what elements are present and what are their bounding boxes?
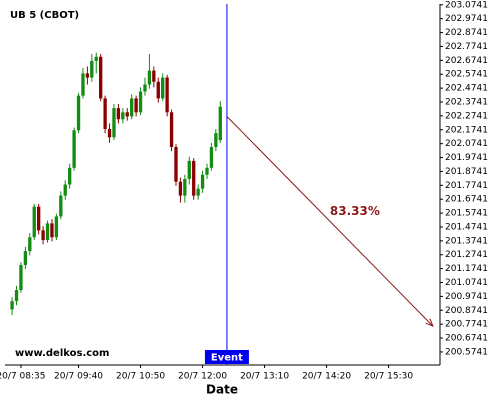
- candle-body: [72, 130, 76, 168]
- y-tick-label: 200.7741: [445, 320, 488, 330]
- candle-body: [45, 223, 50, 241]
- y-tick-label: 201.8741: [445, 167, 488, 177]
- candle-body: [130, 98, 134, 117]
- candle-body: [50, 223, 54, 238]
- y-tick-label: 202.8741: [445, 28, 488, 38]
- candle-body: [192, 160, 196, 196]
- candle-body: [76, 95, 81, 131]
- x-axis-label: Date: [206, 383, 238, 397]
- x-tick-label: 20/7 12:00: [178, 372, 227, 382]
- y-tick-label: 202.3741: [445, 98, 488, 108]
- y-tick-label: 202.0741: [445, 139, 488, 149]
- candle-body: [37, 206, 41, 231]
- chart-title: UB 5 (CBOT): [10, 10, 79, 21]
- y-tick-label: 202.2741: [445, 111, 488, 121]
- candle-body: [90, 60, 94, 78]
- candle-body: [187, 160, 191, 179]
- y-tick-label: 202.9741: [445, 14, 488, 24]
- watermark: www.delkos.com: [15, 348, 109, 359]
- candle-body: [107, 128, 112, 138]
- y-tick-label: 203.0741: [445, 0, 488, 10]
- y-tick-label: 200.6741: [445, 334, 488, 344]
- candle-body: [81, 73, 85, 96]
- candle-body: [63, 184, 67, 196]
- candle-body: [85, 73, 90, 78]
- y-tick-label: 201.1741: [445, 264, 488, 274]
- candle-body: [125, 112, 129, 117]
- candle-body: [178, 181, 183, 196]
- candle-body: [209, 147, 214, 168]
- y-tick-label: 200.9741: [445, 292, 488, 302]
- candle-body: [19, 265, 23, 291]
- y-tick-label: 201.7741: [445, 181, 488, 191]
- y-tick-label: 201.9741: [445, 153, 488, 163]
- candle-body: [147, 70, 152, 85]
- candle-body: [59, 195, 63, 217]
- candle-body: [121, 112, 125, 120]
- candle-body: [169, 112, 174, 148]
- y-tick-label: 201.2741: [445, 250, 488, 260]
- candle-body: [14, 290, 19, 302]
- candle-body: [28, 237, 32, 252]
- candle-body: [54, 216, 59, 238]
- arrow-head: [425, 318, 434, 328]
- x-tick-label: 20/7 10:50: [116, 372, 165, 382]
- y-tick-label: 202.4741: [445, 84, 488, 94]
- candle-body: [152, 70, 156, 82]
- candle-body: [183, 178, 187, 196]
- x-tick-label: 20/7 13:10: [240, 372, 289, 382]
- candle-body: [214, 133, 218, 148]
- candle-body: [41, 230, 45, 241]
- y-tick-label: 201.0741: [445, 278, 488, 288]
- y-tick-label: 202.6741: [445, 56, 488, 66]
- candle-body: [68, 167, 72, 185]
- y-tick-label: 202.5741: [445, 70, 488, 80]
- candle-body: [112, 108, 116, 138]
- candle-body: [32, 206, 36, 238]
- projection-arrow: [226, 116, 434, 327]
- y-tick-label: 202.1741: [445, 125, 488, 135]
- candle-body: [196, 188, 200, 196]
- candle-body: [174, 147, 178, 182]
- projection-label: 83.33%: [330, 204, 380, 218]
- x-tick-label: 20/7 15:30: [364, 372, 413, 382]
- event-label: Event: [211, 353, 243, 364]
- candle-body: [23, 251, 28, 266]
- candle-body: [156, 81, 160, 99]
- y-tick-label: 201.4741: [445, 222, 488, 232]
- candle-body: [10, 301, 14, 310]
- candle-body: [165, 77, 169, 113]
- candle-body: [161, 77, 165, 99]
- candle-body: [94, 56, 98, 61]
- candle-body: [134, 98, 138, 113]
- candle-body: [200, 174, 205, 189]
- candle-body: [218, 106, 222, 141]
- y-tick-label: 201.5741: [445, 209, 488, 219]
- candle-body: [116, 108, 121, 120]
- candle-body: [143, 84, 147, 92]
- y-tick-label: 201.6741: [445, 195, 488, 205]
- candle-body: [138, 91, 143, 113]
- event-label-box: [204, 350, 249, 364]
- candle-body: [103, 98, 107, 129]
- y-tick-label: 201.3741: [445, 236, 488, 246]
- y-tick-label: 202.7741: [445, 42, 488, 52]
- candle-body: [99, 56, 103, 99]
- y-tick-label: 200.8741: [445, 306, 488, 316]
- x-tick-label: 20/7 14:20: [302, 372, 351, 382]
- x-tick-label: 20/7 08:35: [0, 372, 45, 382]
- y-tick-label: 200.5741: [445, 347, 488, 357]
- candle-body: [205, 167, 209, 175]
- x-tick-label: 20/7 09:40: [54, 372, 103, 382]
